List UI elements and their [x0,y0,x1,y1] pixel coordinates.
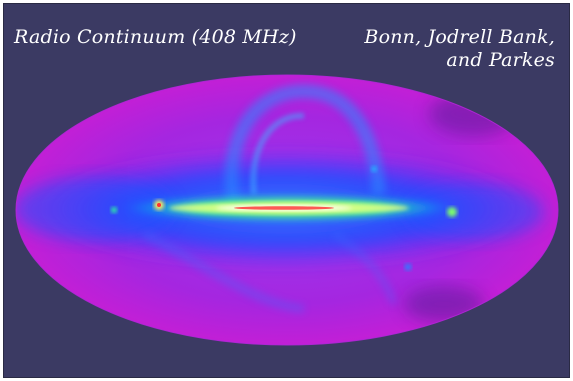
northern-loop [224,84,386,206]
allsky-map [15,74,559,346]
credit-line-2: and Parkes [446,49,555,71]
image-frame: Radio Continuum (408 MHz) Bonn, Jodrell … [3,3,570,378]
credit-line-1: Bonn, Jodrell Bank, [364,26,555,48]
hotspot [404,263,412,271]
map-title: Radio Continuum (408 MHz) [14,26,297,48]
hotspot [447,207,457,217]
credit-text: Bonn, Jodrell Bank, and Parkes [364,26,555,72]
hotspot [111,207,117,213]
